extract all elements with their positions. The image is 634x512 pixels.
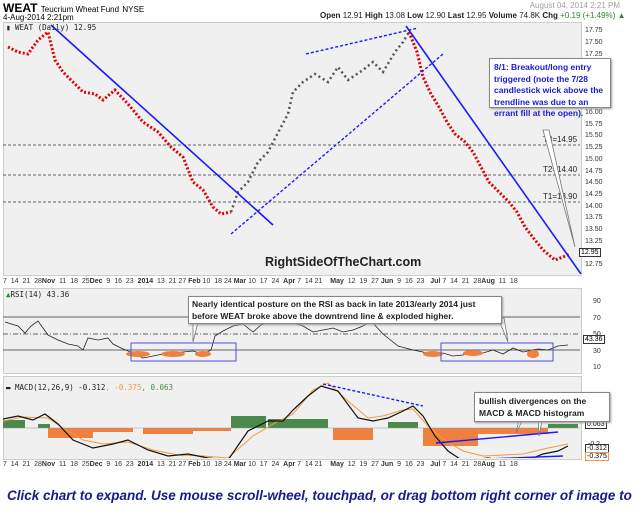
macd-callout: bullish divergences on the MACD & MACD h…: [474, 392, 610, 422]
x-axis-top: 7 14 21 28Nov 11 18 25Dec 9 16 23 2014 1…: [3, 278, 518, 285]
svg-text:15.50: 15.50: [585, 132, 603, 139]
svg-text:15.25: 15.25: [585, 144, 603, 151]
rsi-legend-text: RSI(14) 43.36: [10, 290, 70, 299]
watermark: RightSideOfTheChart.com: [265, 255, 422, 269]
line-legend-icon: ▬: [6, 383, 11, 392]
svg-text:17.50: 17.50: [585, 39, 603, 46]
t1-label: T1=13.90: [543, 192, 578, 201]
volume-label: Volume: [488, 11, 517, 20]
low-value: 12.90: [425, 11, 446, 20]
high-label: High: [364, 11, 383, 20]
svg-text:12.75: 12.75: [585, 261, 603, 268]
chg-label: Chg: [542, 11, 558, 20]
price-panel[interactable]: [3, 22, 582, 276]
quote-bar: Open 12.91 High 13.08 Low 12.90 Last 12.…: [320, 11, 625, 20]
chg-value: +0.19 (+1.49%): [560, 11, 616, 20]
last-label: Last: [447, 11, 465, 20]
rsi-callout: Nearly identical posture on the RSI as b…: [188, 296, 502, 324]
svg-text:13.25: 13.25: [585, 238, 603, 245]
macd-chart: 0.40.2-0.2: [3, 382, 600, 458]
chart-title: WEAT Teucrium Wheat Fund NYSE: [3, 1, 144, 15]
exchange: NYSE: [122, 5, 145, 14]
high-value: 13.08: [384, 11, 405, 20]
macd-signal-tag: -0.375: [585, 452, 609, 461]
svg-text:70: 70: [593, 315, 601, 322]
x-axis-bottom: 7 14 21 28Nov 11 18 25Dec 9 16 23 2014 1…: [3, 461, 518, 468]
svg-text:16.00: 16.00: [585, 109, 603, 116]
symbol: WEAT: [3, 1, 38, 15]
open-label: Open: [320, 11, 341, 20]
svg-text:30: 30: [593, 348, 601, 355]
svg-text:13.50: 13.50: [585, 226, 603, 233]
macd-legend-hist: , 0.063: [141, 383, 174, 392]
svg-text:10: 10: [593, 364, 601, 371]
svg-text:15.75: 15.75: [585, 121, 603, 128]
last-value: 12.95: [466, 11, 487, 20]
chart-type-icon: ▮: [6, 23, 11, 32]
rsi-value-tag: 43.36: [583, 335, 605, 344]
up-arrow-icon: ▲: [617, 11, 626, 20]
zoom-instructions[interactable]: Click chart to expand. Use mouse scroll-…: [7, 488, 634, 503]
svg-text:90: 90: [593, 298, 601, 305]
timestamp: August 04, 2014 2:21 PM: [529, 1, 620, 10]
last-price-tag: 12.95: [579, 248, 601, 257]
price-chart: T3=14.95 T2=14.40 T1=13.90 17.75 17.50 17.…: [3, 24, 603, 274]
svg-text:14.50: 14.50: [585, 179, 603, 186]
svg-text:17.75: 17.75: [585, 27, 603, 34]
svg-text:14.00: 14.00: [585, 203, 603, 210]
price-legend: ▮ WEAT (Daily) 12.95: [6, 23, 96, 32]
macd-legend-main: MACD(12,26,9) -0.312: [15, 383, 106, 392]
svg-text:15.00: 15.00: [585, 156, 603, 163]
svg-text:13.75: 13.75: [585, 214, 603, 221]
line-chart-icon: ▲: [6, 290, 11, 299]
rsi-legend: ▲RSI(14) 43.36: [6, 290, 69, 299]
t3-label: T3=14.95: [543, 135, 578, 144]
svg-text:50: 50: [593, 331, 601, 338]
chart-datetime: 4-Aug-2014 2:21pm: [3, 13, 74, 22]
macd-legend-signal: , -0.375: [105, 383, 142, 392]
fund-name: Teucrium Wheat Fund: [40, 5, 120, 14]
svg-text:14.25: 14.25: [585, 191, 603, 198]
breakout-callout: 8/1: Breakout/long entry triggered (note…: [489, 58, 611, 118]
open-value: 12.91: [342, 11, 363, 20]
low-label: Low: [407, 11, 424, 20]
price-legend-text: WEAT (Daily) 12.95: [15, 23, 97, 32]
volume-value: 74.8K: [519, 11, 541, 20]
svg-text:14.75: 14.75: [585, 168, 603, 175]
t2-label: T2=14.40: [543, 165, 578, 174]
svg-text:17.25: 17.25: [585, 51, 603, 58]
macd-legend: ▬ MACD(12,26,9) -0.312, -0.375, 0.063: [6, 383, 173, 392]
